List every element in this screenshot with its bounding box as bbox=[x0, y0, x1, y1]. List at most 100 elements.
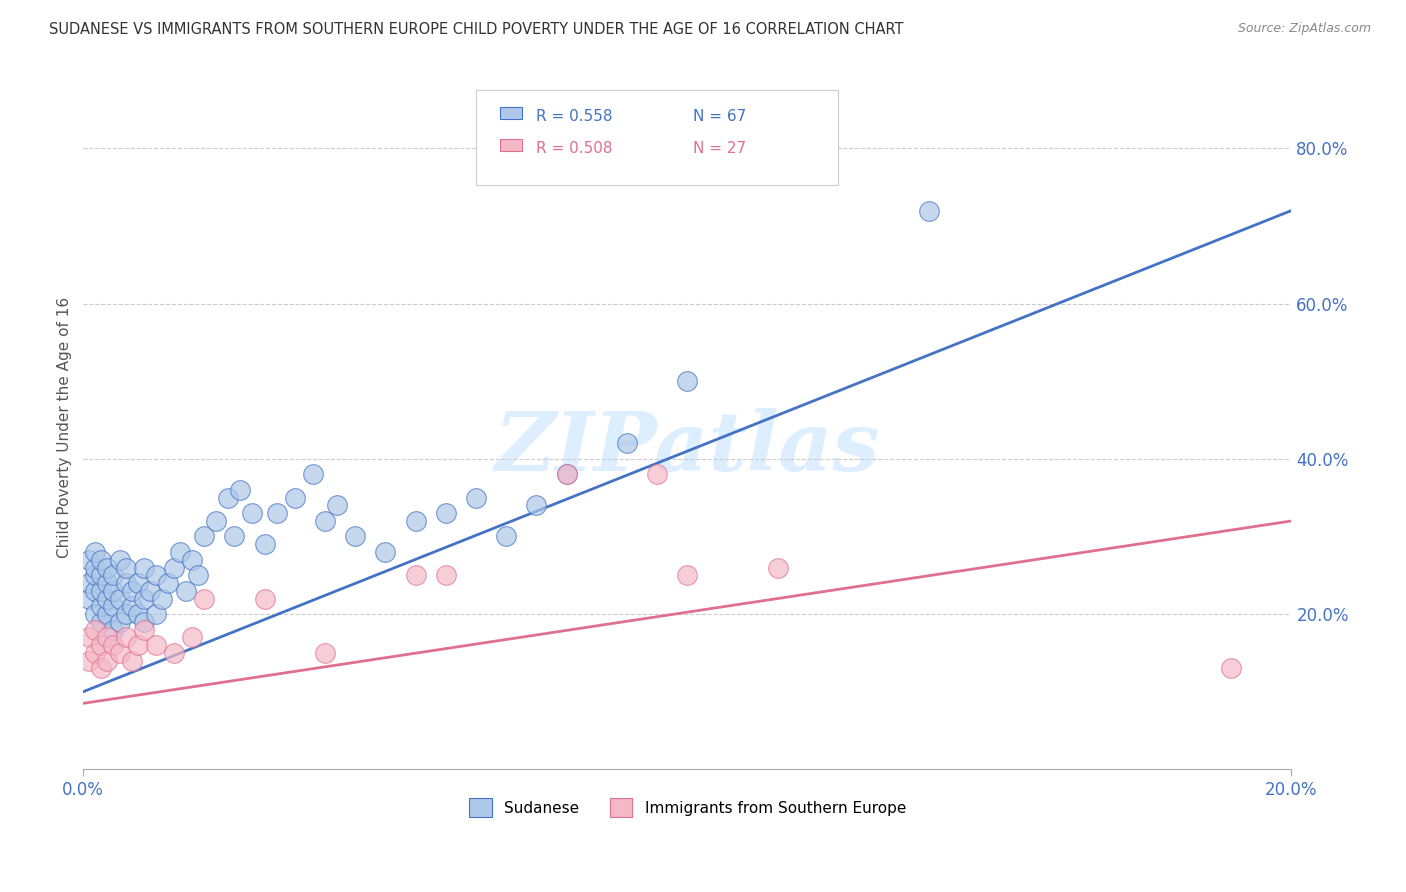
Point bbox=[79, 553, 101, 567]
Point bbox=[103, 599, 125, 614]
Point bbox=[79, 654, 101, 668]
Point bbox=[108, 591, 131, 606]
Point bbox=[90, 583, 112, 598]
FancyBboxPatch shape bbox=[501, 139, 522, 152]
Point bbox=[96, 654, 118, 668]
Point bbox=[229, 483, 252, 497]
Point bbox=[465, 491, 488, 505]
Point bbox=[555, 467, 578, 482]
Point bbox=[90, 638, 112, 652]
Text: ZIPatlas: ZIPatlas bbox=[495, 409, 880, 488]
Point bbox=[1220, 661, 1243, 675]
Point bbox=[103, 583, 125, 598]
Point bbox=[676, 568, 699, 582]
Point bbox=[108, 553, 131, 567]
Point bbox=[253, 537, 276, 551]
Point bbox=[84, 568, 107, 582]
Point bbox=[169, 545, 191, 559]
Point bbox=[114, 560, 136, 574]
Text: N = 27: N = 27 bbox=[693, 141, 747, 156]
Point bbox=[84, 583, 107, 598]
Point bbox=[242, 506, 264, 520]
Point bbox=[103, 638, 125, 652]
Point bbox=[114, 607, 136, 621]
Text: N = 67: N = 67 bbox=[693, 109, 747, 124]
Point bbox=[163, 560, 186, 574]
Point bbox=[302, 467, 325, 482]
Point bbox=[96, 631, 118, 645]
Point bbox=[150, 591, 173, 606]
Point bbox=[193, 591, 215, 606]
Point bbox=[374, 545, 396, 559]
Point bbox=[121, 583, 143, 598]
Point bbox=[616, 436, 638, 450]
Point bbox=[145, 568, 167, 582]
Point bbox=[121, 599, 143, 614]
Point bbox=[79, 576, 101, 591]
Point bbox=[96, 591, 118, 606]
Point bbox=[114, 631, 136, 645]
Point bbox=[555, 467, 578, 482]
Point bbox=[84, 560, 107, 574]
Point bbox=[145, 638, 167, 652]
Point bbox=[84, 607, 107, 621]
Point bbox=[96, 607, 118, 621]
Point bbox=[127, 638, 149, 652]
Point bbox=[96, 576, 118, 591]
Point bbox=[163, 646, 186, 660]
Point bbox=[434, 506, 457, 520]
Point bbox=[108, 615, 131, 629]
Legend: Sudanese, Immigrants from Southern Europe: Sudanese, Immigrants from Southern Europ… bbox=[463, 792, 912, 823]
Point bbox=[96, 560, 118, 574]
Point bbox=[103, 568, 125, 582]
Point bbox=[139, 583, 162, 598]
Point bbox=[217, 491, 239, 505]
Point bbox=[108, 646, 131, 660]
Point bbox=[224, 529, 246, 543]
Point bbox=[121, 654, 143, 668]
FancyBboxPatch shape bbox=[477, 90, 838, 186]
Y-axis label: Child Poverty Under the Age of 16: Child Poverty Under the Age of 16 bbox=[58, 297, 72, 558]
Text: SUDANESE VS IMMIGRANTS FROM SOUTHERN EUROPE CHILD POVERTY UNDER THE AGE OF 16 CO: SUDANESE VS IMMIGRANTS FROM SOUTHERN EUR… bbox=[49, 22, 904, 37]
Point bbox=[344, 529, 367, 543]
Text: R = 0.508: R = 0.508 bbox=[536, 141, 613, 156]
Point bbox=[90, 553, 112, 567]
Point bbox=[84, 545, 107, 559]
Point bbox=[266, 506, 288, 520]
Point bbox=[314, 514, 336, 528]
Point bbox=[205, 514, 228, 528]
Point bbox=[90, 661, 112, 675]
Point bbox=[187, 568, 209, 582]
Point bbox=[127, 607, 149, 621]
Point bbox=[132, 615, 155, 629]
Text: Source: ZipAtlas.com: Source: ZipAtlas.com bbox=[1237, 22, 1371, 36]
Point bbox=[193, 529, 215, 543]
Point bbox=[495, 529, 517, 543]
Point bbox=[181, 631, 204, 645]
Point bbox=[79, 631, 101, 645]
Point bbox=[84, 646, 107, 660]
Point bbox=[434, 568, 457, 582]
Point bbox=[918, 203, 941, 218]
Point bbox=[253, 591, 276, 606]
Point bbox=[114, 576, 136, 591]
Point bbox=[132, 623, 155, 637]
Point bbox=[127, 576, 149, 591]
Point bbox=[326, 499, 349, 513]
Point bbox=[314, 646, 336, 660]
Point bbox=[405, 568, 427, 582]
Point bbox=[90, 568, 112, 582]
Point bbox=[132, 591, 155, 606]
Point bbox=[284, 491, 307, 505]
Point bbox=[156, 576, 179, 591]
Point bbox=[645, 467, 668, 482]
Text: R = 0.558: R = 0.558 bbox=[536, 109, 613, 124]
Point bbox=[90, 599, 112, 614]
Point bbox=[181, 553, 204, 567]
Point bbox=[174, 583, 197, 598]
Point bbox=[145, 607, 167, 621]
Point bbox=[676, 374, 699, 388]
Point bbox=[79, 591, 101, 606]
Point bbox=[524, 499, 547, 513]
Point bbox=[84, 623, 107, 637]
